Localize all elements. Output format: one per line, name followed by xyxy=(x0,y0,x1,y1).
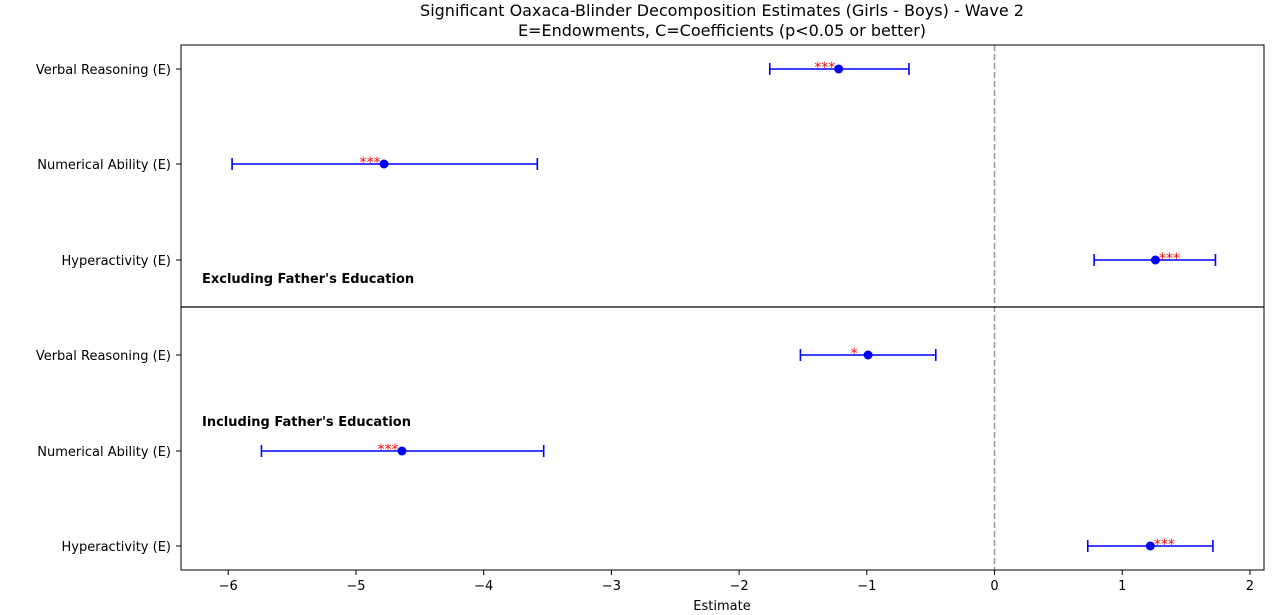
estimate-point xyxy=(863,350,873,360)
y-tick-label: Numerical Ability (E) xyxy=(37,158,171,173)
x-tick-label: −4 xyxy=(474,579,493,594)
plot-area: Excluding Father's Education Verbal Reaso… xyxy=(36,44,1265,594)
estimate-point xyxy=(1145,541,1155,551)
x-axis-label: Estimate xyxy=(693,599,750,614)
x-tick-label: 1 xyxy=(1118,579,1126,594)
significance-label: * xyxy=(851,346,858,362)
chart-subtitle: E=Endowments, C=Coefficients (p<0.05 or … xyxy=(518,21,926,40)
y-tick-label: Numerical Ability (E) xyxy=(37,445,171,460)
x-tick-label: 2 xyxy=(1246,579,1254,594)
significance-label: *** xyxy=(360,155,381,171)
y-tick-label: Verbal Reasoning (E) xyxy=(36,349,171,364)
estimate-point xyxy=(397,446,407,456)
panel-note: Excluding Father's Education xyxy=(202,272,414,287)
x-tick-label: −1 xyxy=(857,579,876,594)
x-tick-label: −5 xyxy=(346,579,365,594)
y-tick-label: Verbal Reasoning (E) xyxy=(36,63,171,78)
panel-note: Including Father's Education xyxy=(202,415,411,430)
significance-label: *** xyxy=(814,60,835,76)
y-tick-label: Hyperactivity (E) xyxy=(62,254,171,269)
estimate-point xyxy=(1150,255,1160,265)
x-tick-label: −6 xyxy=(219,579,238,594)
x-tick-label: 0 xyxy=(990,579,998,594)
significance-label: *** xyxy=(377,442,398,458)
significance-label: *** xyxy=(1154,537,1175,553)
estimate-point xyxy=(834,64,844,74)
chart-title: Significant Oaxaca-Blinder Decomposition… xyxy=(420,1,1024,20)
y-tick-label: Hyperactivity (E) xyxy=(62,540,171,555)
x-tick-label: −3 xyxy=(602,579,621,594)
x-tick-label: −2 xyxy=(730,579,749,594)
significance-label: *** xyxy=(1159,251,1180,267)
estimate-point xyxy=(379,159,389,169)
